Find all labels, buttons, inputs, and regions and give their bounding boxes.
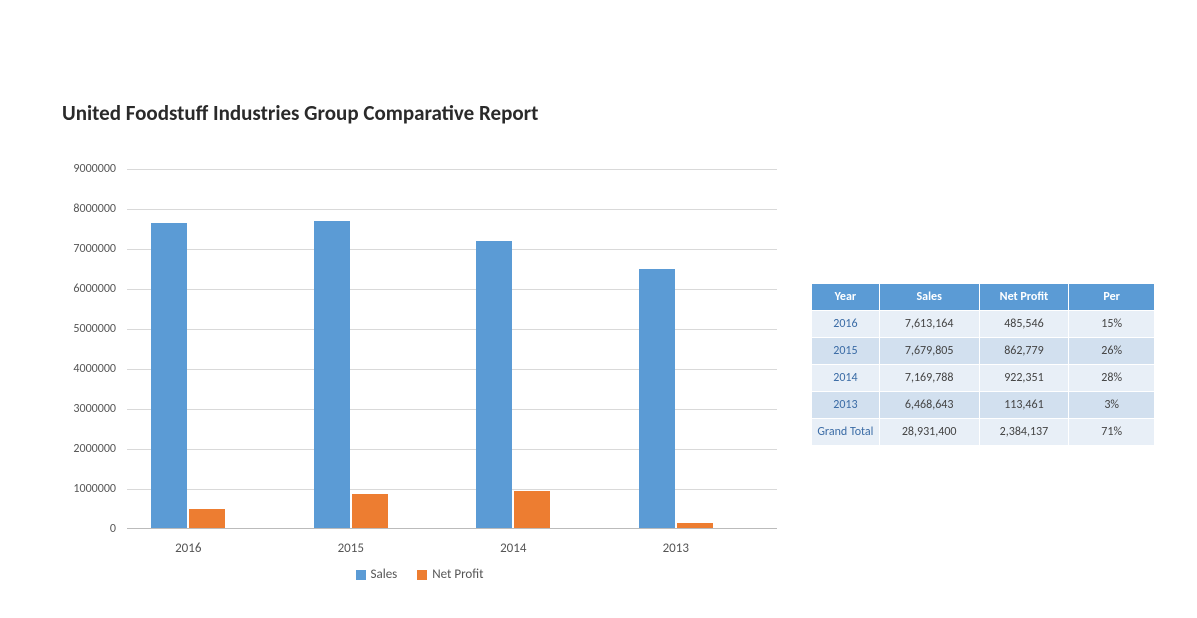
table-cell: 862,779 <box>979 338 1069 365</box>
table-row: 20167,613,164485,54615% <box>812 311 1155 338</box>
table-cell: 485,546 <box>979 311 1069 338</box>
bar-group <box>311 221 391 528</box>
y-axis: 0 1000000 2000000 3000000 4000000 5000000 6000… <box>62 165 122 535</box>
y-axis-label: 6000000 <box>73 282 116 296</box>
legend-item: Net Profit <box>417 567 483 582</box>
y-axis-label: 0 <box>110 522 116 536</box>
legend-item: Sales <box>356 567 398 582</box>
table-cell: 6,468,643 <box>879 392 979 419</box>
chart-legend: Sales Net Profit <box>62 567 777 584</box>
table-cell: 2014 <box>812 365 880 392</box>
table-header-cell: Per <box>1069 284 1155 311</box>
bar-group <box>148 223 228 528</box>
bar-group <box>636 269 716 528</box>
y-axis-label: 9000000 <box>73 162 116 176</box>
bar-group <box>473 241 553 528</box>
table-body: 20167,613,164485,54615%20157,679,805862,… <box>812 311 1155 446</box>
bar <box>189 509 225 528</box>
bar <box>476 241 512 528</box>
y-axis-label: 5000000 <box>73 322 116 336</box>
gridline <box>127 169 777 170</box>
table-cell: 26% <box>1069 338 1155 365</box>
table-row: 20147,169,788922,35128% <box>812 365 1155 392</box>
x-axis-label: 2015 <box>338 541 364 556</box>
legend-swatch <box>356 570 366 580</box>
table-cell: 113,461 <box>979 392 1069 419</box>
bar <box>639 269 675 528</box>
bar-chart: 0 1000000 2000000 3000000 4000000 5000000 6000… <box>62 165 777 535</box>
table-cell: 7,613,164 <box>879 311 979 338</box>
table-cell: 2013 <box>812 392 880 419</box>
table-cell: 71% <box>1069 419 1155 446</box>
bar <box>151 223 187 528</box>
table-cell: 3% <box>1069 392 1155 419</box>
legend-label: Net Profit <box>432 567 483 582</box>
bar <box>314 221 350 528</box>
table-row: 20136,468,643113,4613% <box>812 392 1155 419</box>
y-axis-label: 7000000 <box>73 242 116 256</box>
table-cell: 28% <box>1069 365 1155 392</box>
report-container: United Foodstuff Industries Group Compar… <box>0 0 1197 618</box>
x-axis-label: 2013 <box>663 541 689 556</box>
gridline <box>127 209 777 210</box>
table-header-cell: Sales <box>879 284 979 311</box>
table-header-cell: Year <box>812 284 880 311</box>
legend-label: Sales <box>371 567 398 582</box>
legend-swatch <box>417 570 427 580</box>
table-row: 20157,679,805862,77926% <box>812 338 1155 365</box>
y-axis-label: 4000000 <box>73 362 116 376</box>
table-cell: 922,351 <box>979 365 1069 392</box>
y-axis-label: 2000000 <box>73 442 116 456</box>
table-cell: 2016 <box>812 311 880 338</box>
bar <box>352 494 388 529</box>
y-axis-label: 3000000 <box>73 402 116 416</box>
page-title: United Foodstuff Industries Group Compar… <box>62 100 538 126</box>
data-table: YearSalesNet ProfitPer 20167,613,164485,… <box>811 283 1155 446</box>
table-header-cell: Net Profit <box>979 284 1069 311</box>
table-cell: 7,679,805 <box>879 338 979 365</box>
x-axis-label: 2016 <box>175 541 201 556</box>
table-row: Grand Total28,931,4002,384,13771% <box>812 419 1155 446</box>
plot-area <box>127 169 777 529</box>
table-cell: 2,384,137 <box>979 419 1069 446</box>
table-cell: 15% <box>1069 311 1155 338</box>
table-cell: 7,169,788 <box>879 365 979 392</box>
bar <box>677 523 713 528</box>
x-axis-label: 2014 <box>500 541 526 556</box>
y-axis-label: 8000000 <box>73 202 116 216</box>
table-cell: Grand Total <box>812 419 880 446</box>
table-header: YearSalesNet ProfitPer <box>812 284 1155 311</box>
y-axis-label: 1000000 <box>73 482 116 496</box>
table-cell: 2015 <box>812 338 880 365</box>
table-cell: 28,931,400 <box>879 419 979 446</box>
x-axis: 2016 2015 2014 2013 <box>127 541 777 561</box>
bar <box>514 491 550 528</box>
